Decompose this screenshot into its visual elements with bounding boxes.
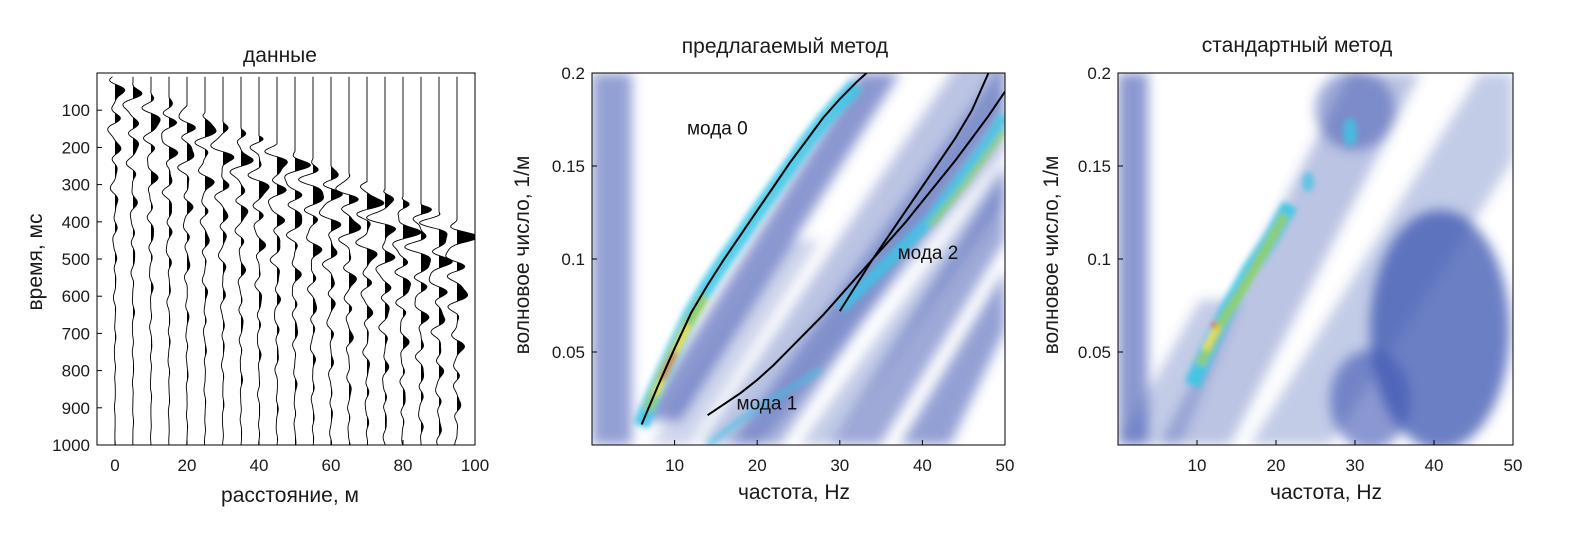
x-tick-label: 20 — [1267, 456, 1286, 475]
y-tick-label: 0.2 — [561, 64, 585, 83]
trace-line — [445, 76, 475, 445]
standard-x-ticks: 10 20 30 40 50 — [1188, 440, 1523, 475]
trace-line — [194, 76, 217, 445]
x-tick-label: 50 — [1504, 456, 1523, 475]
proposed-method-title: предлагаемый метод — [682, 35, 888, 58]
standard-x-label: частота, Hz — [1270, 481, 1382, 504]
standard-heatmap — [1118, 73, 1513, 445]
seismogram-y-label: время, мс — [24, 214, 47, 311]
seismogram-x-label: расстояние, м — [221, 484, 359, 507]
proposed-heatmap — [592, 73, 1005, 445]
trace-line — [210, 76, 235, 445]
y-tick-label: 800 — [62, 362, 90, 381]
x-tick-label: 0 — [110, 456, 119, 475]
proposed-y-ticks: 0.05 0.1 0.15 0.2 — [552, 64, 597, 362]
x-tick-label: 40 — [250, 456, 269, 475]
seismogram-title: данные — [243, 44, 317, 67]
x-tick-label: 40 — [913, 456, 932, 475]
y-tick-label: 1000 — [52, 436, 90, 455]
trace-fill — [313, 76, 324, 445]
y-tick-label: 900 — [62, 399, 90, 418]
mode-annotations: мода 0 мода 1 мода 2 — [687, 118, 958, 414]
y-tick-label: 0.15 — [552, 157, 585, 176]
trace-fill — [169, 76, 178, 445]
x-tick-label: 40 — [1425, 456, 1444, 475]
x-tick-label: 60 — [322, 456, 341, 475]
trace-line — [318, 76, 343, 445]
standard-method-title: стандартный метод — [1202, 34, 1392, 57]
trace-line — [366, 76, 396, 445]
trace-fill — [439, 76, 453, 445]
mode-0-label: мода 0 — [687, 118, 748, 139]
y-tick-label: 200 — [62, 138, 90, 157]
y-tick-label: 600 — [62, 287, 90, 306]
trace-fill — [277, 76, 288, 445]
y-tick-label: 100 — [62, 101, 90, 120]
mode-1-label: мода 1 — [737, 394, 798, 415]
seismic-traces — [107, 76, 475, 445]
trace-line — [418, 76, 453, 445]
trace-fill — [295, 76, 311, 445]
trace-fill — [331, 76, 343, 445]
trace-line — [264, 76, 288, 445]
x-tick-label: 50 — [996, 456, 1015, 475]
x-tick-label: 10 — [665, 456, 684, 475]
x-tick-label: 100 — [461, 456, 489, 475]
trace-fill — [259, 76, 270, 445]
standard-y-ticks: 0.05 0.1 0.15 0.2 — [1078, 64, 1123, 362]
trace-line — [247, 76, 270, 445]
y-tick-label: 0.1 — [1087, 250, 1111, 269]
mode-curve-1 — [707, 91, 1005, 417]
x-tick-label: 30 — [1346, 456, 1365, 475]
y-tick-label: 0.1 — [561, 250, 585, 269]
trace-fill — [241, 76, 254, 445]
trace-line — [122, 76, 143, 445]
y-tick-label: 0.05 — [1078, 343, 1111, 362]
proposed-y-label: волновое число, 1/м — [511, 156, 534, 355]
standard-method-panel: стандартный метод 10 20 30 40 50 — [1040, 34, 1522, 504]
trace-line — [355, 76, 385, 445]
trace-line — [229, 76, 254, 445]
trace-line — [161, 76, 179, 445]
trace-line — [297, 76, 324, 445]
trace-line — [284, 76, 312, 445]
trace-line — [107, 76, 126, 445]
trace-fill — [205, 76, 216, 445]
y-tick-label: 0.05 — [552, 343, 585, 362]
y-tick-label: 500 — [62, 250, 90, 269]
trace-fill — [403, 76, 421, 445]
trace-fill — [421, 76, 432, 445]
trace-line — [177, 76, 196, 445]
trace-line — [141, 76, 161, 445]
x-tick-label: 20 — [748, 456, 767, 475]
proposed-method-panel: предлагаемый метод — [511, 35, 1014, 504]
seismogram-x-ticks: 0 20 40 60 80 100 — [110, 440, 489, 475]
y-tick-label: 0.15 — [1078, 157, 1111, 176]
mode-2-label: мода 2 — [898, 243, 959, 264]
mode-curve-0 — [640, 73, 869, 425]
x-tick-label: 10 — [1188, 456, 1207, 475]
trace-fill — [457, 76, 475, 445]
standard-y-label: волновое число, 1/м — [1040, 156, 1063, 355]
y-tick-label: 700 — [62, 324, 90, 343]
x-tick-label: 20 — [178, 456, 197, 475]
x-tick-label: 80 — [394, 456, 413, 475]
y-tick-label: 0.2 — [1087, 64, 1111, 83]
seismogram-panel: данные 0 20 40 60 80 100 100 200 300 400 500 600 70… — [24, 44, 489, 507]
trace-line — [404, 76, 433, 445]
trace-line — [392, 76, 422, 445]
proposed-x-ticks: 10 20 30 40 50 — [665, 440, 1014, 475]
y-tick-label: 300 — [62, 176, 90, 195]
y-tick-label: 400 — [62, 213, 90, 232]
x-tick-label: 30 — [830, 456, 849, 475]
dispersion-curves — [640, 73, 1005, 425]
trace-fill — [367, 76, 384, 445]
trace-line — [335, 76, 362, 445]
mode-curve-2 — [838, 73, 990, 312]
trace-fill — [151, 76, 161, 445]
trace-fill — [187, 76, 196, 445]
seismogram-y-ticks: 100 200 300 400 500 600 700 800 900 1000 — [52, 101, 102, 455]
proposed-x-label: частота, Hz — [738, 481, 850, 504]
